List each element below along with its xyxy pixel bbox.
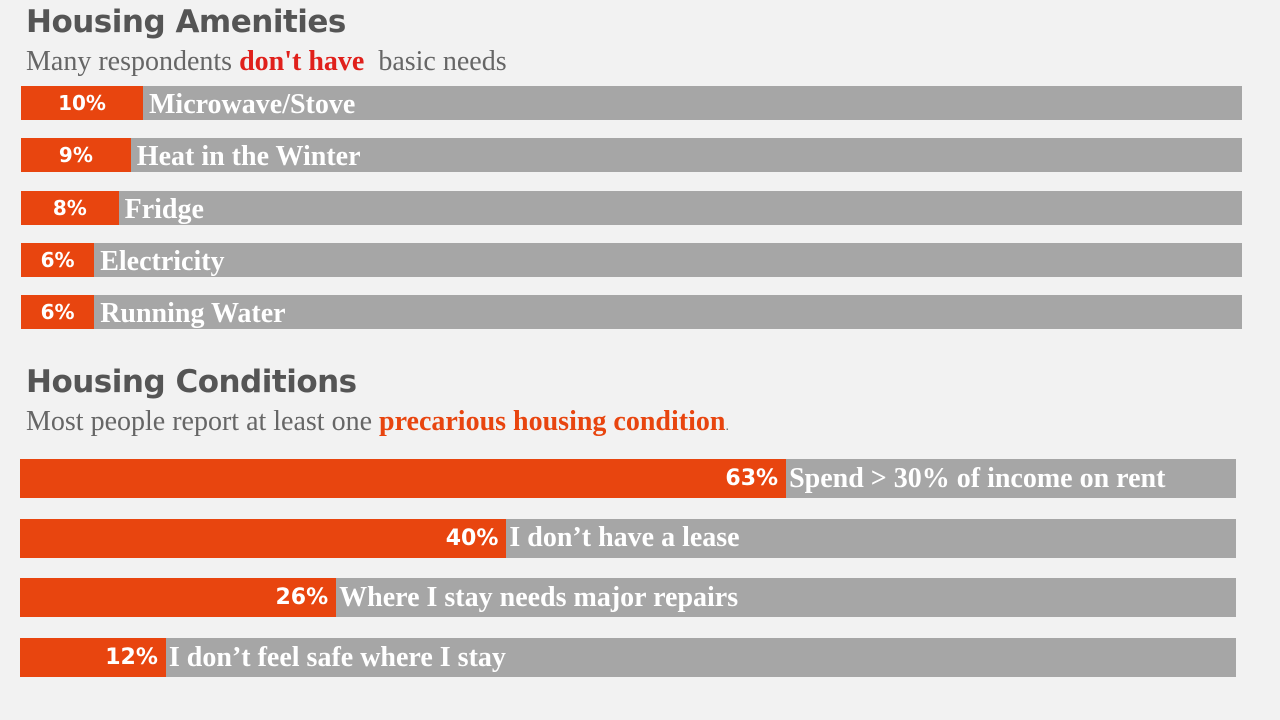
bar-value-label: 6% — [40, 300, 75, 325]
bar-fill — [20, 578, 337, 618]
bar-category-label: Electricity — [100, 245, 225, 277]
bar-value-label: 63% — [725, 466, 779, 491]
conditions-subtitle-post: . — [725, 419, 729, 434]
amenities-subtitle-post: basic needs — [364, 46, 507, 77]
bar-fill — [20, 518, 507, 558]
bar-value-label: 40% — [445, 525, 499, 551]
bar-fill — [20, 638, 166, 678]
bar-category-label: Microwave/Stove — [149, 89, 356, 120]
bar-fill — [20, 459, 787, 498]
conditions-subtitle-pre: Most people report at least one — [26, 406, 380, 437]
bar-category-label: I don’t have a lease — [509, 522, 740, 554]
amenities-title: Housing Amenities — [26, 4, 346, 40]
conditions-subtitle: Most people report at least one precario… — [26, 406, 729, 438]
bar-track: 10% Microwave/Stove — [21, 86, 1242, 120]
bar-category-label: I don’t feel safe where I stay — [168, 641, 506, 673]
bar-value-label: 10% — [58, 91, 106, 115]
bar-track: 26% Where I stay needs major repairs — [20, 578, 1236, 618]
bar-category-label: Heat in the Winter — [136, 141, 361, 173]
bar-category-label: Where I stay needs major repairs — [339, 581, 739, 613]
bar-fill — [21, 138, 131, 173]
bar-fill — [21, 242, 95, 277]
conditions-subtitle-highlight: precarious housing condition — [379, 406, 726, 437]
amenities-subtitle-pre: Many respondents — [26, 46, 240, 77]
conditions-title: Housing Conditions — [26, 364, 357, 400]
bar-value-label: 12% — [105, 645, 158, 671]
bar-value-label: 6% — [40, 247, 75, 272]
bar-value-label: 26% — [275, 585, 329, 611]
bar-track: 8% Fridge — [21, 190, 1242, 225]
bar-category-label: Fridge — [124, 193, 204, 225]
bar-track: 9% Heat in the Winter — [21, 138, 1242, 173]
bar-value-label: 9% — [58, 143, 93, 168]
amenities-subtitle-highlight: don't have — [239, 46, 365, 77]
bar-track: 40% I don’t have a lease — [20, 518, 1236, 558]
bar-category-label: Running Water — [100, 298, 286, 330]
bar-track: 63% Spend > 30% of income on rent — [20, 459, 1236, 498]
bar-track: 12% I don’t feel safe where I stay — [20, 638, 1236, 678]
amenities-subtitle: Many respondents don't have basic needs — [26, 46, 507, 78]
bar-fill — [21, 190, 119, 225]
bar-track: 6% Electricity — [21, 242, 1242, 277]
bar-value-label: 8% — [52, 195, 87, 220]
bar-track: 6% Running Water — [21, 295, 1242, 330]
bar-fill — [21, 295, 95, 330]
bar-category-label: Spend > 30% of income on rent — [789, 462, 1166, 494]
bar-fill — [21, 86, 143, 120]
